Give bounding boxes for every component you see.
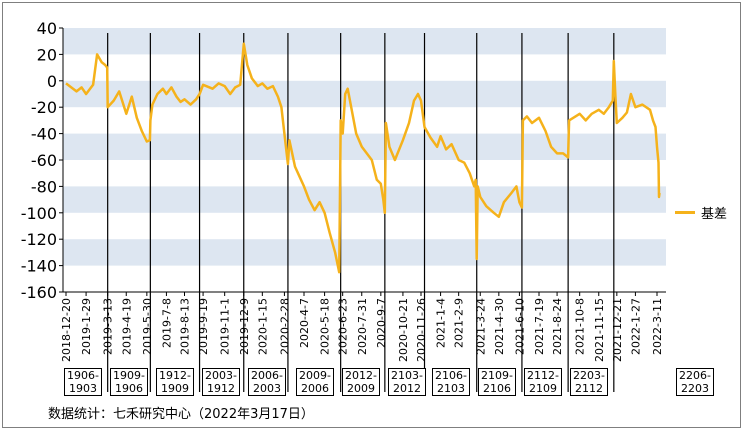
y-tick-label: -40 [31,125,57,144]
x-tick-label: 2021-3-24 [474,298,487,355]
band [63,133,666,160]
y-tick-label: -100 [21,204,57,223]
contract-box: 2009- 2006 [296,368,334,396]
legend-swatch [675,211,695,214]
x-tick-label: 2021-8-24 [551,298,564,355]
x-tick-label: 2020-2-28 [278,298,291,355]
y-tick-label: -20 [31,98,57,117]
x-tick-label: 2021-11-15 [593,298,606,362]
x-tick-label: 2020-6-23 [337,298,350,355]
band [63,28,666,55]
series-layer [65,42,661,274]
x-tick-label: 2021-7-19 [533,298,546,355]
x-tick-label: 2019-7-8 [160,298,173,348]
contract-box: 2106- 2103 [432,368,470,396]
y-axis: 40 20 0 -20 -40 -60 -80 -100 -120 -140 -160 [21,19,64,302]
y-tick-label: 20 [37,45,57,64]
x-tick-label: 2020-5-18 [319,298,332,355]
x-tick-label: 2021-4-30 [493,298,506,355]
x-tick-label: 2021-12-21 [611,298,624,362]
legend-label: 基差 [701,207,728,222]
x-tick-label: 2021-6-10 [513,298,526,355]
x-tick-label: 2019-11-1 [219,298,232,355]
x-tick-label: 2019-5-30 [141,298,154,355]
background-bands [63,28,666,266]
contract-box: 2109- 2106 [478,368,516,396]
contract-box: 2003- 1912 [202,368,240,396]
contract-box: 2203- 2112 [570,368,608,396]
x-tick-label: 2019-4-19 [120,298,133,355]
x-tick-label: 2020-7-31 [356,298,369,355]
x-tick-label: 2021-2-9 [453,298,466,348]
y-tick-label: -60 [31,151,57,170]
band [63,239,666,266]
band [63,186,666,213]
x-tick-label: 2021-10-8 [574,298,587,355]
x-tick-label: 2019-8-13 [179,298,192,355]
x-tick-label: 2020-4-7 [298,298,311,348]
y-tick-label: -160 [21,283,57,302]
x-tick-label: 2018-12-20 [60,298,73,362]
contract-box: 2112- 2109 [524,368,562,396]
contract-box: 2006- 2003 [248,368,286,396]
x-tick-label: 2020-9-7 [375,298,388,348]
contract-box: 2012- 2009 [342,368,380,396]
x-tick-label: 2019-1-29 [80,298,93,355]
legend: 基差 [675,203,727,222]
contract-box: 1906- 1903 [64,368,102,396]
y-tick-label: -80 [31,177,57,196]
contract-box: 2103- 2012 [388,368,426,396]
contract-box: 2206- 2203 [676,368,714,396]
x-tick-label: 2022-1-27 [629,298,642,355]
y-tick-label: -120 [21,230,57,249]
x-tick-label: 2020-10-21 [397,298,410,362]
x-tick-label: 2020-1-15 [256,298,269,355]
y-tick-label: 0 [47,72,57,91]
chart-frame [2,2,741,428]
x-tick-label: 2020-11-26 [415,298,428,362]
contract-box: 1909- 1906 [110,368,148,396]
band [63,80,666,108]
series-line-0 [65,42,661,274]
x-tick-label: 2019-9-19 [197,298,210,355]
y-tick-label: -140 [21,257,57,276]
y-tick-label: 40 [37,19,57,38]
x-tick-label: 2022-3-11 [651,298,664,355]
x-tick-label: 2021-1-4 [435,298,448,348]
contract-box: 1912- 1909 [156,368,194,396]
footnote: 数据统计：七禾研究中心（2022年3月17日） [48,407,314,422]
